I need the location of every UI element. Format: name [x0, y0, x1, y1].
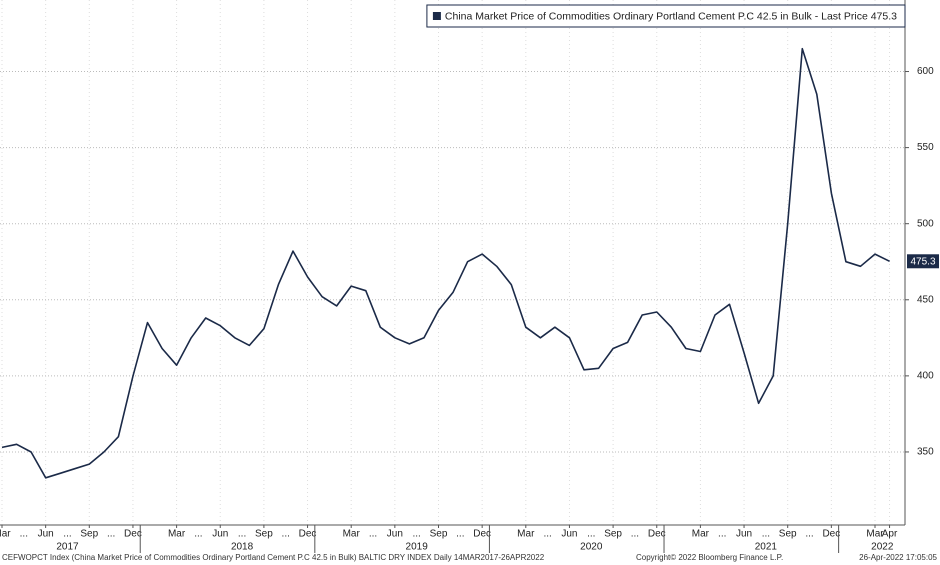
year-label: 2022	[871, 542, 894, 553]
footer-timestamp: 26-Apr-2022 17:05:05	[859, 553, 937, 562]
x-tick-label: ...	[456, 529, 464, 540]
x-tick-label: Dec	[124, 529, 142, 540]
y-tick-label: 400	[917, 371, 934, 382]
x-tick-label: Dec	[822, 529, 840, 540]
x-tick-label: Jun	[38, 529, 54, 540]
y-tick-label: 350	[917, 447, 934, 458]
x-tick-label: Sep	[779, 529, 797, 540]
legend-label: China Market Price of Commodities Ordina…	[445, 10, 897, 22]
x-tick-label: ...	[369, 529, 377, 540]
x-tick-label: Mar	[343, 529, 361, 540]
y-tick-label: 500	[917, 218, 934, 229]
x-tick-label: Mar	[692, 529, 710, 540]
year-label: 2018	[231, 542, 254, 553]
year-label: 2019	[406, 542, 429, 553]
legend: China Market Price of Commodities Ordina…	[426, 4, 906, 28]
x-tick-label: Apr	[882, 529, 898, 540]
x-tick-label: Jun	[212, 529, 228, 540]
x-tick-label: Sep	[80, 529, 98, 540]
year-label: 2017	[56, 542, 79, 553]
x-tick-label: ...	[718, 529, 726, 540]
x-tick-label: Jun	[387, 529, 403, 540]
x-tick-label: ...	[631, 529, 639, 540]
x-tick-label: Mar	[866, 529, 884, 540]
x-tick-label: Dec	[299, 529, 317, 540]
year-label: 2020	[580, 542, 603, 553]
year-label: 2021	[755, 542, 778, 553]
footer-source: CEFWOPCT Index (China Market Price of Co…	[2, 553, 545, 562]
last-price-label: 475.3	[910, 256, 935, 267]
x-tick-label: ...	[282, 529, 290, 540]
x-tick-label: ...	[238, 529, 246, 540]
x-tick-label: Jun	[561, 529, 577, 540]
x-tick-label: ...	[194, 529, 202, 540]
x-tick-label: Jun	[736, 529, 752, 540]
y-tick-label: 600	[917, 66, 934, 77]
y-tick-label: 550	[917, 142, 934, 153]
x-tick-label: Sep	[430, 529, 448, 540]
x-tick-label: ...	[63, 529, 71, 540]
x-tick-label: Mar	[517, 529, 535, 540]
line	[1, 47, 890, 479]
x-tick-label: ...	[543, 529, 551, 540]
x-tick-label: ...	[762, 529, 770, 540]
x-tick-label: ...	[413, 529, 421, 540]
x-tick-label: ...	[805, 529, 813, 540]
footer-copyright: Copyright© 2022 Bloomberg Finance L.P.	[636, 553, 783, 562]
x-tick-label: Sep	[604, 529, 622, 540]
last-price-box	[907, 254, 939, 269]
x-tick-label: ...	[587, 529, 595, 540]
x-tick-label: ...	[107, 529, 115, 540]
x-tick-label: Sep	[255, 529, 273, 540]
legend-swatch	[432, 12, 441, 20]
x-tick-label: Mar	[168, 529, 186, 540]
x-tick-label: ...	[20, 529, 28, 540]
x-tick-label: Dec	[473, 529, 491, 540]
x-tick-label: Mar	[0, 529, 11, 540]
x-tick-label: Dec	[648, 529, 666, 540]
legend-box	[426, 4, 906, 28]
y-tick-label: 450	[917, 294, 934, 305]
